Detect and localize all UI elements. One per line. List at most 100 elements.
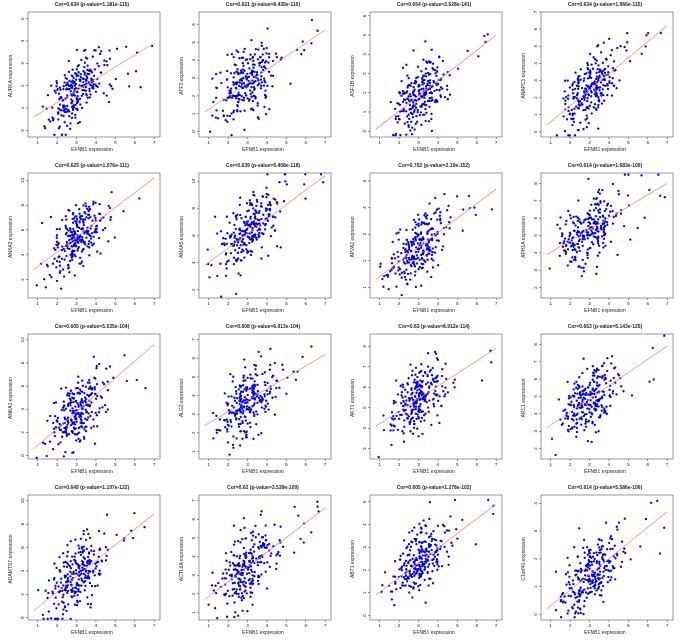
data-point (279, 246, 282, 249)
data-point (226, 420, 229, 423)
data-point (68, 259, 72, 263)
data-point (268, 202, 272, 206)
data-point (419, 403, 422, 406)
data-point (603, 209, 606, 213)
data-point (207, 603, 210, 606)
data-point (71, 407, 74, 410)
data-point (95, 367, 98, 370)
data-point (563, 129, 567, 133)
data-point (53, 602, 56, 606)
data-point (595, 84, 598, 87)
data-point (586, 254, 589, 257)
data-point (76, 217, 79, 220)
data-point (79, 256, 82, 260)
data-point (582, 605, 586, 608)
data-point (611, 182, 615, 186)
y-tick-label: 5 (20, 17, 25, 20)
data-point (566, 571, 570, 574)
data-point (57, 111, 60, 114)
data-point (405, 399, 408, 402)
data-point (400, 402, 403, 405)
y-tick-label: 3 (191, 413, 196, 416)
data-point (606, 223, 609, 227)
data-point (425, 217, 428, 220)
data-point (436, 218, 439, 221)
data-point (87, 242, 90, 246)
data-point (608, 541, 611, 545)
data-point (573, 616, 576, 619)
data-point (237, 577, 240, 580)
data-point (598, 397, 602, 400)
data-point (566, 612, 569, 615)
data-point (246, 422, 249, 425)
data-point (586, 592, 590, 595)
data-point (109, 218, 112, 221)
data-point (59, 581, 63, 584)
data-point (242, 580, 246, 583)
data-point (420, 256, 423, 260)
x-tick-label: 5 (456, 301, 459, 306)
data-point (251, 577, 254, 581)
data-point (617, 374, 621, 377)
data-point (564, 573, 568, 576)
data-point (434, 352, 438, 355)
data-point (261, 544, 264, 547)
data-point (410, 374, 414, 377)
data-point (571, 248, 574, 252)
y-tick-label: 1 (20, 106, 25, 109)
x-tick-label: 2 (56, 140, 59, 145)
data-point (386, 275, 390, 278)
data-point (609, 204, 613, 208)
data-point (244, 224, 247, 227)
data-point (68, 110, 71, 113)
data-point (575, 94, 579, 97)
data-point (244, 92, 247, 95)
data-point (422, 414, 426, 417)
data-point (394, 401, 397, 404)
data-point (582, 221, 585, 224)
data-point (382, 428, 386, 432)
data-point (419, 574, 422, 578)
data-point (424, 212, 427, 215)
data-point (576, 600, 579, 603)
y-tick-label: 0 (533, 613, 538, 616)
data-point (614, 214, 618, 218)
data-point (263, 381, 266, 384)
data-point (585, 596, 588, 599)
data-point (226, 114, 229, 117)
data-point (86, 596, 89, 599)
y-tick-label: 4 (533, 62, 538, 65)
x-tick-label: 2 (56, 301, 59, 306)
data-point (607, 37, 611, 40)
data-point (416, 389, 419, 392)
data-point (596, 254, 599, 257)
data-point (576, 606, 580, 609)
data-point (403, 272, 406, 275)
data-point (610, 355, 614, 358)
data-point (439, 547, 442, 551)
data-point (275, 562, 278, 565)
x-tick-label: 7 (495, 301, 498, 306)
data-point (229, 234, 232, 238)
y-axis-label: ARC1 expression (521, 378, 527, 417)
data-point (75, 107, 78, 110)
data-point (414, 226, 417, 229)
data-point (593, 593, 597, 596)
y-tick-label: 4 (20, 39, 25, 42)
data-point (421, 548, 424, 551)
trend-line (33, 344, 155, 449)
data-point (581, 244, 584, 248)
data-point (585, 72, 588, 75)
data-point (75, 101, 79, 104)
data-point (93, 388, 96, 391)
data-point (62, 405, 66, 408)
data-point (410, 98, 413, 101)
panel-title: Cor=0.608 (p-value=6.913e-104) (226, 324, 301, 330)
data-point (251, 388, 254, 392)
data-point (247, 236, 250, 239)
data-point (99, 572, 102, 575)
data-point (76, 401, 79, 405)
data-point (66, 423, 69, 426)
data-point (232, 118, 235, 121)
